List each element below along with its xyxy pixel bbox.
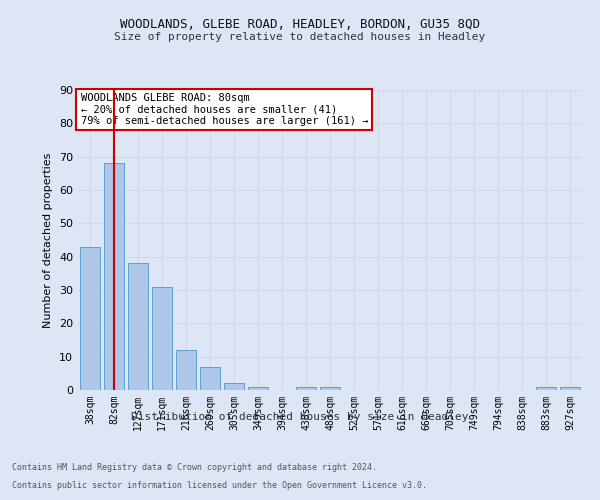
Text: Size of property relative to detached houses in Headley: Size of property relative to detached ho… <box>115 32 485 42</box>
Y-axis label: Number of detached properties: Number of detached properties <box>43 152 53 328</box>
Text: Contains HM Land Registry data © Crown copyright and database right 2024.: Contains HM Land Registry data © Crown c… <box>12 464 377 472</box>
Bar <box>128 264 148 390</box>
Text: WOODLANDS, GLEBE ROAD, HEADLEY, BORDON, GU35 8QD: WOODLANDS, GLEBE ROAD, HEADLEY, BORDON, … <box>120 18 480 30</box>
Bar <box>152 286 172 390</box>
Bar <box>560 386 580 390</box>
Text: Distribution of detached houses by size in Headley: Distribution of detached houses by size … <box>131 412 469 422</box>
Text: Contains public sector information licensed under the Open Government Licence v3: Contains public sector information licen… <box>12 481 427 490</box>
Bar <box>176 350 196 390</box>
Bar <box>248 386 268 390</box>
Bar <box>320 386 340 390</box>
Bar <box>224 384 244 390</box>
Bar <box>104 164 124 390</box>
Bar <box>296 386 316 390</box>
Bar <box>536 386 556 390</box>
Text: WOODLANDS GLEBE ROAD: 80sqm
← 20% of detached houses are smaller (41)
79% of sem: WOODLANDS GLEBE ROAD: 80sqm ← 20% of det… <box>80 93 368 126</box>
Bar <box>80 246 100 390</box>
Bar <box>200 366 220 390</box>
